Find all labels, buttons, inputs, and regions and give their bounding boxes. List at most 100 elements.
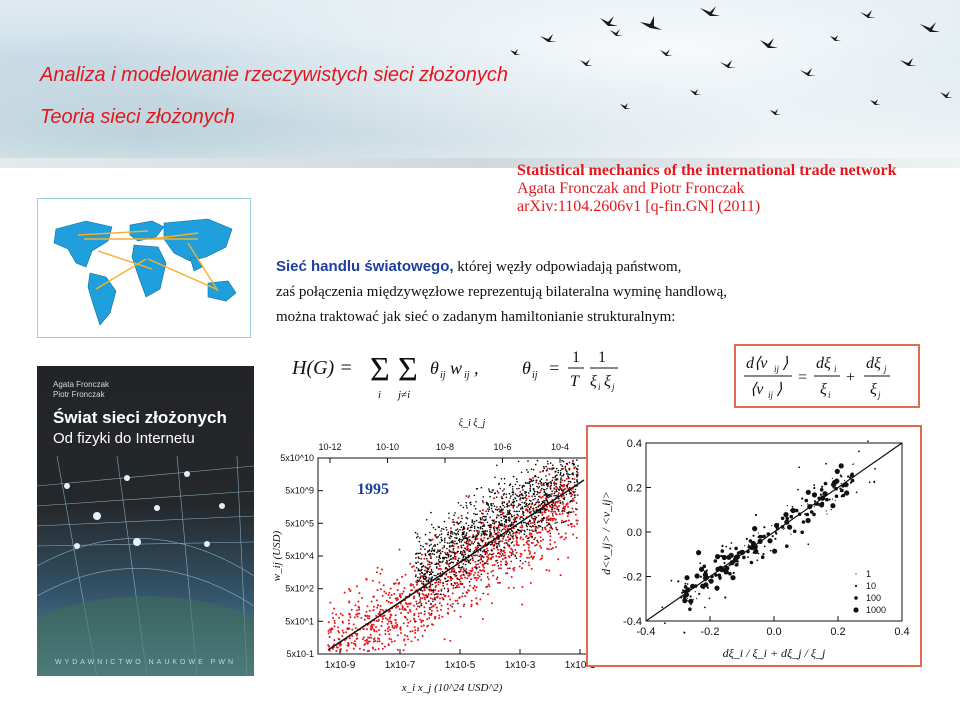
data-point-red <box>413 618 416 621</box>
data-point-black <box>556 474 558 476</box>
data-point-black <box>515 478 518 480</box>
data-point-red <box>369 627 372 630</box>
data-point-black <box>454 586 457 589</box>
data-point-black <box>481 530 484 533</box>
data-point-black <box>566 471 568 473</box>
data-point-black <box>550 495 553 497</box>
data-point-black <box>550 481 552 484</box>
inset-data-point <box>752 528 756 531</box>
data-point-red <box>349 589 352 592</box>
svg-text:ξ: ξ <box>820 381 827 398</box>
data-point-black <box>462 544 465 546</box>
data-point-red <box>415 608 418 611</box>
data-point-black <box>532 479 535 482</box>
data-point-red <box>556 486 558 489</box>
data-point-black <box>477 563 479 566</box>
data-point-red <box>403 638 406 641</box>
data-point-black <box>509 524 511 526</box>
inset-data-point <box>664 622 666 625</box>
data-point-black <box>526 504 528 507</box>
data-point-black <box>533 538 535 541</box>
data-point-black <box>456 532 459 534</box>
data-point-red <box>502 554 505 557</box>
data-point-red <box>510 576 513 578</box>
data-point-black <box>554 522 557 524</box>
data-point-red <box>389 609 391 612</box>
data-point-black <box>501 509 503 512</box>
inset-data-point <box>677 580 680 583</box>
data-point-black <box>430 603 432 605</box>
data-point-black <box>488 488 490 490</box>
data-point-black <box>525 494 528 496</box>
data-point-red <box>356 632 359 635</box>
data-point-black <box>461 539 464 542</box>
inset-data-point <box>719 555 722 557</box>
data-point-red <box>514 534 517 537</box>
data-point-red <box>463 541 466 544</box>
data-point-black <box>424 569 426 572</box>
data-point-black <box>499 487 501 490</box>
data-point-black <box>519 518 521 520</box>
data-point-black <box>510 534 512 537</box>
inset-data-point <box>805 517 811 524</box>
data-point-red <box>472 586 475 589</box>
data-point-black <box>465 536 467 539</box>
data-point-red <box>565 477 568 480</box>
data-point-black <box>564 520 566 523</box>
data-point-black <box>476 530 479 532</box>
data-point-red <box>527 506 530 509</box>
data-point-black <box>445 580 447 583</box>
data-point-black <box>507 509 509 512</box>
data-point-red <box>497 531 500 534</box>
data-point-black <box>502 504 504 507</box>
data-point-red <box>531 557 534 560</box>
data-point-black <box>483 530 485 532</box>
data-point-red <box>513 514 516 517</box>
data-point-red <box>576 519 579 522</box>
data-point-black <box>557 471 559 474</box>
data-point-red <box>413 595 416 598</box>
data-point-red <box>413 586 415 589</box>
data-point-red <box>385 592 388 595</box>
data-point-black <box>417 556 420 558</box>
data-point-black <box>432 588 435 591</box>
data-point-black <box>467 512 469 514</box>
data-point-black <box>503 488 505 490</box>
data-point-black <box>529 484 532 486</box>
inset-data-point <box>762 534 766 539</box>
data-point-black <box>419 577 422 580</box>
data-point-black <box>438 534 441 536</box>
data-point-red <box>407 638 410 641</box>
top-tick-label: 10-6 <box>493 442 511 452</box>
data-point-black <box>457 566 460 569</box>
inset-data-point <box>828 498 831 501</box>
description-line-1-rest: której węzły odpowiadają państwom, <box>453 259 682 275</box>
data-point-black <box>541 487 543 490</box>
data-point-black <box>417 568 420 570</box>
data-point-black <box>533 493 536 495</box>
data-point-black <box>534 517 537 520</box>
data-point-red <box>502 508 505 511</box>
inset-data-point <box>723 561 726 565</box>
data-point-black <box>570 492 572 494</box>
data-point-black <box>528 509 531 511</box>
data-point-red <box>333 619 336 622</box>
description-highlight: Sieć handlu światowego, <box>276 258 454 275</box>
data-point-black <box>491 491 493 494</box>
data-point-red <box>487 578 490 581</box>
data-point-black <box>429 566 431 568</box>
inset-data-point <box>757 552 760 555</box>
inset-data-point <box>708 578 714 584</box>
data-point-black <box>471 520 474 522</box>
data-point-red <box>416 629 419 632</box>
data-point-red <box>366 614 369 617</box>
data-point-black <box>539 505 541 507</box>
data-point-black <box>521 507 524 510</box>
inset-data-point <box>789 514 794 519</box>
data-point-red <box>471 567 474 570</box>
data-point-black <box>465 516 468 519</box>
book-author-1: Agata Fronczak <box>53 380 110 389</box>
data-point-red <box>425 602 427 605</box>
data-point-black <box>520 471 523 474</box>
data-point-black <box>508 511 511 513</box>
